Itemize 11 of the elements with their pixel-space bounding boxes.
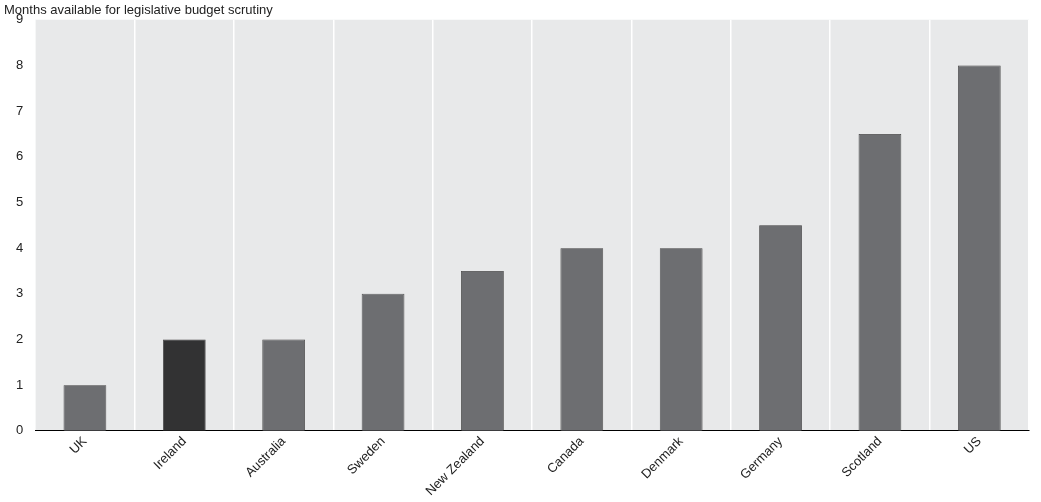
y-tick-label: 2 — [16, 331, 24, 347]
y-tick-label: 0 — [16, 422, 24, 438]
y-tick-label: 4 — [16, 239, 24, 255]
x-tick-label: US — [960, 433, 985, 457]
y-tick-label: 5 — [16, 194, 24, 210]
x-tick-label: UK — [66, 433, 90, 457]
y-tick-label: 8 — [16, 57, 24, 73]
y-tick-label: 3 — [16, 285, 24, 301]
y-tick-label: 7 — [16, 102, 24, 118]
y-tick-label: 1 — [16, 376, 24, 392]
y-tick-label: 6 — [16, 148, 24, 164]
